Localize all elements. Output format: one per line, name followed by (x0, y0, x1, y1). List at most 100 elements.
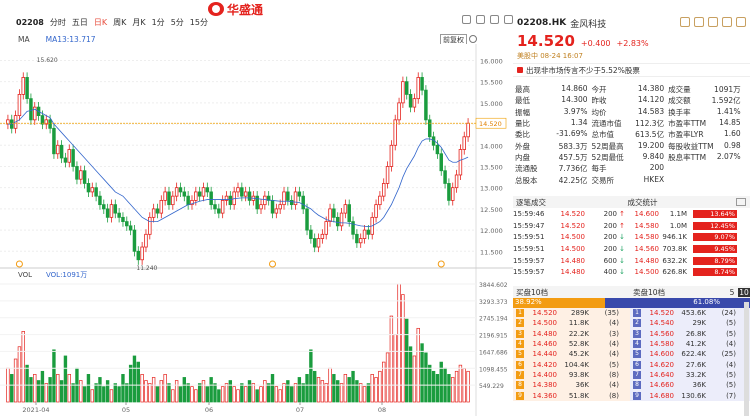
stat-label: 换手率 (668, 107, 691, 117)
volume-bar (144, 380, 148, 403)
volume-bar (86, 374, 91, 403)
volume-bar (247, 380, 252, 403)
fullscreen-icon[interactable] (504, 15, 513, 24)
trades-stats-tab[interactable]: 成交统计 (627, 197, 658, 207)
depth-10-button[interactable]: 10 (738, 287, 750, 297)
bid-level[interactable]: 4 14.460 52.8K (4) (513, 338, 630, 350)
candle-body (416, 77, 420, 100)
bid-level[interactable]: 3 14.480 22.2K (3) (513, 328, 630, 339)
buy-ratio: 38.92% (513, 298, 606, 308)
trade-ratio: 8.74% (714, 268, 735, 277)
stat-label: 最高 (515, 85, 530, 95)
share-icon[interactable] (680, 17, 690, 27)
level-cell: (3) (609, 329, 619, 338)
ask-level[interactable]: 5 14.600 622.4K (25) (630, 349, 750, 360)
candle-body (420, 77, 424, 91)
favorite-icon[interactable] (708, 17, 718, 27)
volume-bar (236, 389, 240, 403)
bid-level[interactable]: 8 14.380 36K (4) (513, 380, 630, 391)
candle-body (435, 144, 440, 155)
candle-body (289, 199, 294, 206)
candle-body (332, 208, 336, 218)
trades-tab[interactable]: 逐笔成交 (516, 197, 546, 207)
draw-icon[interactable] (476, 15, 485, 24)
trade-cell: 15:59:47 (513, 221, 545, 230)
tab-week-k[interactable]: 周K (113, 17, 127, 27)
gear-icon[interactable] (469, 35, 477, 43)
bid-level[interactable]: 5 14.440 45.2K (4) (513, 349, 630, 360)
volume-bar (431, 370, 436, 403)
volume-bar (343, 374, 348, 403)
candle-body (155, 208, 160, 214)
trade-stat-cell: 14.580 (634, 221, 660, 230)
ask-level[interactable]: 4 14.580 41.2K (4) (630, 338, 750, 350)
ask-level[interactable]: 9 14.680 130.6K (7) (630, 390, 750, 401)
depth-5-button[interactable]: 5 (729, 287, 735, 297)
tab-15min[interactable]: 15分 (189, 17, 208, 27)
tab-intraday[interactable]: 分时 (49, 17, 66, 27)
trades-header: 逐笔成交 成交统计 (513, 196, 750, 208)
expand-icon[interactable] (736, 198, 746, 206)
bid-level[interactable]: 9 14.360 51.8K (8) (513, 390, 630, 401)
scrollbar[interactable] (744, 302, 749, 416)
tab-5min[interactable]: 5分 (170, 17, 184, 27)
level-cell: (4) (609, 381, 619, 390)
stat-value: 0.98 (723, 140, 741, 150)
kline-chart[interactable]: 16.00015.50015.00014.50014.00013.50013.0… (0, 44, 513, 416)
x-tick-label: 06 (205, 406, 213, 414)
candle-body (286, 191, 290, 201)
ask-level[interactable]: 1 14.520 453.6K (24) (630, 308, 750, 319)
ask-level[interactable]: 2 14.540 29K (5) (630, 318, 750, 329)
candle-body (293, 191, 298, 206)
edit-icon[interactable] (462, 15, 471, 24)
close-icon[interactable] (736, 17, 746, 27)
bid-level[interactable]: 2 14.500 11.8K (4) (513, 318, 630, 329)
volume-bar (190, 386, 194, 403)
volume-bar (320, 380, 325, 403)
volume-bar (224, 383, 229, 403)
notice-bar[interactable]: 出现非市场传言不少于5.52%股票 (513, 63, 750, 77)
tab-1min[interactable]: 1分 (151, 17, 165, 27)
tab-five-day[interactable]: 五日 (71, 17, 88, 27)
bell-icon[interactable] (694, 17, 704, 27)
window-icon[interactable] (722, 17, 732, 27)
candle-body (105, 208, 110, 218)
stat-cell: 最低 14.300 (515, 95, 592, 106)
stats-row: 最高 14.860 今开 14.380 成交量 1091万 (515, 84, 747, 95)
stat-label: 外盘 (515, 141, 530, 151)
volume-bar (243, 386, 248, 403)
candle-body (316, 238, 321, 248)
level-number: 9 (633, 391, 641, 400)
candle-body (247, 191, 252, 201)
level-cell: 14.640 (649, 370, 675, 379)
ask-level[interactable]: 8 14.660 36K (5) (630, 380, 750, 391)
y-tick-label: 11.500 (480, 248, 503, 256)
volume-bar (213, 383, 217, 403)
trade-stat-cell: 1.1M (669, 209, 687, 218)
tab-day-k[interactable]: 日K (93, 17, 108, 27)
settings-icon[interactable] (490, 15, 499, 24)
bid-level[interactable]: 1 14.520 289K (35) (513, 308, 630, 319)
level-cell: 45.2K (568, 350, 589, 359)
bid-level[interactable]: 7 14.400 93.8K (8) (513, 369, 630, 381)
bid-level[interactable]: 6 14.420 104.4K (5) (513, 359, 630, 370)
ask-level[interactable]: 7 14.640 33.2K (5) (630, 369, 750, 381)
trade-cell: 14.480 (560, 256, 586, 265)
ask-level[interactable]: 6 14.620 27.6K (4) (630, 359, 750, 370)
volume-bar (405, 318, 409, 403)
candle-body (401, 81, 405, 104)
trade-row: 15:59:46 14.520 200 ↑ 14.600 1.1M 13.64% (513, 208, 750, 220)
stat-value: 14.583 (637, 106, 665, 116)
stat-label: 量比 (515, 119, 530, 129)
direction-icon: ↓ (619, 268, 625, 277)
tab-month-k[interactable]: 月K (132, 17, 146, 27)
volume-bar (305, 374, 309, 403)
volume-bar (167, 383, 171, 403)
volume-bar (366, 383, 371, 403)
volume-bar (412, 355, 417, 403)
low-label: 11.240 (136, 265, 157, 272)
ask-level[interactable]: 3 14.560 26.8K (5) (630, 328, 750, 339)
candle-body (75, 166, 79, 180)
y-tick-label: 12.500 (480, 206, 503, 214)
volume-bar (125, 383, 129, 403)
